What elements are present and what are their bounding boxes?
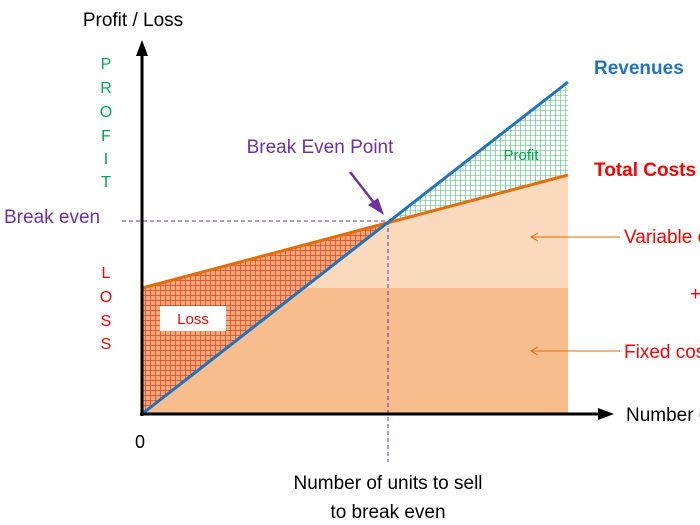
variable-costs-label: Variable costs <box>624 227 700 248</box>
variable-costs-pointer-head <box>529 232 539 242</box>
fixed-costs-label: Fixed costs <box>624 342 700 363</box>
y-axis-arrowhead <box>136 40 148 56</box>
loss-letter: S <box>101 336 112 353</box>
profit-letter: O <box>100 104 112 121</box>
total-costs-line <box>141 173 569 290</box>
loss-letter: L <box>102 265 111 282</box>
x-axis-label: Number of units <box>626 405 700 426</box>
break-even-pointer-arrow <box>349 171 376 205</box>
profit-letter: F <box>101 128 111 145</box>
units-to-break-even-line1: Number of units to sell <box>293 473 482 494</box>
origin-label: 0 <box>135 432 145 452</box>
profit-letter: T <box>101 174 111 191</box>
profit-letter: R <box>100 80 112 97</box>
revenue-line <box>141 80 569 416</box>
profit-letter: I <box>104 151 108 168</box>
loss-region-label: Loss <box>177 311 209 328</box>
profit-region-label: Profit <box>503 147 539 164</box>
profit-side-letters: P R O F I T <box>100 56 112 191</box>
total-costs-label: Total Costs <box>594 160 696 181</box>
x-axis-arrowhead <box>598 408 614 420</box>
revenues-label: Revenues <box>594 58 684 79</box>
y-axis-label: Profit / Loss <box>83 10 183 31</box>
profit-letter: P <box>101 56 112 73</box>
break-even-point-label: Break Even Point <box>247 137 395 158</box>
fixed-costs-pointer-head <box>529 346 539 356</box>
loss-side-letters: L O S S <box>100 265 112 353</box>
loss-letter: S <box>101 313 112 330</box>
loss-letter: O <box>100 289 112 306</box>
units-to-break-even-line2: to break even <box>330 502 445 523</box>
plus-sign: + <box>690 284 700 305</box>
break-even-pointer-arrowhead <box>368 198 384 215</box>
loss-label-box <box>160 306 226 331</box>
break-even-label: Break even <box>4 207 100 228</box>
